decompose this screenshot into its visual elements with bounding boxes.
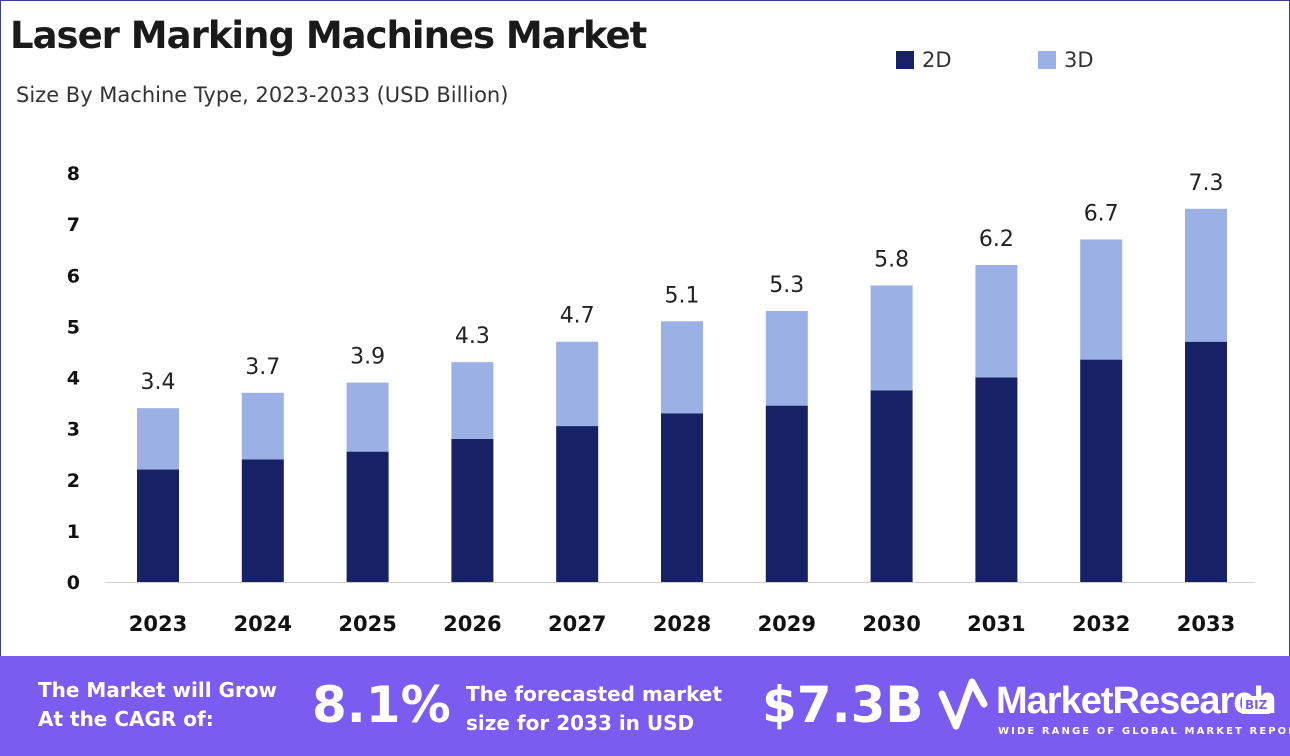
- y-axis: 0 1 2 3 4 5 6 7 8: [67, 163, 80, 594]
- total-label-2033: 7.3: [1189, 171, 1224, 196]
- bar-2d-2024: [241, 459, 284, 582]
- chart-subtitle: Size By Machine Type, 2023-2033 (USD Bil…: [16, 83, 509, 107]
- x-tick-label-2030: 2030: [862, 612, 920, 636]
- cagr-label-line2: At the CAGR of:: [38, 707, 214, 731]
- y-tick-label: 5: [67, 316, 80, 338]
- total-label-2023: 3.4: [141, 370, 176, 395]
- bar-2d-2026: [451, 438, 494, 582]
- bar-3d-2024: [241, 392, 284, 460]
- bar-3d-2023: [137, 408, 179, 470]
- bar-3d-2030: [870, 285, 913, 391]
- summary-banner: The Market will Grow At the CAGR of: 8.1…: [0, 656, 1290, 756]
- stacked-bar-chart: 0 1 2 3 4 5 6 7 8 3.4 3.7 3.9 4.3 4.7 5.1 5.3 5.8 6.2 6.7…: [67, 163, 1255, 636]
- forecast-label-line1: The forecasted market: [466, 682, 723, 706]
- bar-2d-2029: [765, 405, 808, 582]
- y-tick-label: 6: [67, 265, 80, 287]
- total-label-2026: 4.3: [455, 324, 490, 349]
- y-tick-label: 8: [67, 163, 80, 185]
- legend-swatch-3d: [1038, 51, 1056, 69]
- x-axis: 2023 2024 2025 2026 2027 2028 2029 2030 2031 2032…: [105, 582, 1255, 636]
- total-label-2024: 3.7: [245, 355, 280, 380]
- x-tick-label-2024: 2024: [234, 612, 292, 636]
- bar-3d-2026: [451, 362, 494, 439]
- bar-3d-2027: [556, 341, 599, 427]
- bar-2d-2031: [975, 377, 1018, 582]
- y-tick-label: 3: [67, 419, 80, 441]
- forecast-label: The forecasted market size for 2033 in U…: [466, 680, 722, 738]
- forecast-label-line2: size for 2033 in USD: [466, 711, 695, 735]
- cagr-value: 8.1%: [312, 676, 451, 734]
- bar-3d-2029: [765, 311, 808, 406]
- legend-item-3d: 3D: [1038, 48, 1094, 72]
- cagr-label: The Market will Grow At the CAGR of:: [38, 676, 277, 734]
- bar-3d-2033: [1185, 208, 1227, 342]
- total-label-2029: 5.3: [769, 273, 804, 298]
- marketresearch-logo: MarketResearch BIZ WIDE RANGE OF GLOBAL …: [938, 674, 1290, 744]
- x-tick-label-2033: 2033: [1177, 612, 1235, 636]
- logo-badge: BIZ: [1242, 696, 1271, 714]
- total-label-2025: 3.9: [350, 345, 385, 370]
- total-label-2031: 6.2: [979, 227, 1014, 252]
- x-tick-label-2027: 2027: [548, 612, 606, 636]
- legend-label-3d: 3D: [1064, 48, 1094, 72]
- bar-3d-2028: [661, 321, 703, 414]
- total-label-2027: 4.7: [560, 304, 595, 329]
- total-label-2032: 6.7: [1084, 201, 1119, 226]
- y-tick-label: 0: [67, 572, 80, 594]
- bar-2d-2027: [556, 426, 599, 582]
- bar-2d-2032: [1080, 359, 1123, 582]
- chart-title: Laser Marking Machines Market: [10, 14, 647, 57]
- y-tick-label: 2: [67, 470, 80, 492]
- x-tick-label-2028: 2028: [653, 612, 711, 636]
- forecast-value: $7.3B: [762, 676, 924, 734]
- bars: 3.4 3.7 3.9 4.3 4.7 5.1 5.3 5.8 6.2 6.7 7.3: [137, 171, 1227, 582]
- x-tick-label-2031: 2031: [967, 612, 1025, 636]
- bar-2d-2023: [137, 469, 179, 582]
- logo-tagline: WIDE RANGE OF GLOBAL MARKET REPORTS: [998, 726, 1290, 737]
- legend-swatch-2d: [896, 51, 914, 69]
- x-tick-label-2026: 2026: [443, 612, 501, 636]
- logo-mark-icon: [938, 678, 988, 730]
- bar-2d-2033: [1185, 341, 1227, 582]
- total-label-2030: 5.8: [874, 247, 909, 272]
- bar-3d-2032: [1080, 239, 1123, 360]
- bar-3d-2025: [346, 382, 389, 452]
- x-tick-label-2032: 2032: [1072, 612, 1130, 636]
- chart-frame: [0, 0, 1290, 657]
- logo-wordmark: MarketResearch: [996, 680, 1277, 722]
- bar-2d-2028: [661, 413, 703, 582]
- y-tick-label: 4: [67, 368, 80, 390]
- x-tick-label-2023: 2023: [129, 612, 187, 636]
- x-tick-label-2029: 2029: [758, 612, 816, 636]
- y-tick-label: 7: [67, 214, 80, 236]
- bar-2d-2030: [870, 390, 913, 582]
- total-label-2028: 5.1: [665, 283, 700, 308]
- legend-item-2d: 2D: [896, 48, 952, 72]
- legend-label-2d: 2D: [922, 48, 952, 72]
- bar-3d-2031: [975, 265, 1018, 378]
- cagr-label-line1: The Market will Grow: [38, 678, 278, 702]
- bar-2d-2025: [346, 451, 389, 582]
- x-tick-label-2025: 2025: [338, 612, 396, 636]
- y-tick-label: 1: [67, 521, 80, 543]
